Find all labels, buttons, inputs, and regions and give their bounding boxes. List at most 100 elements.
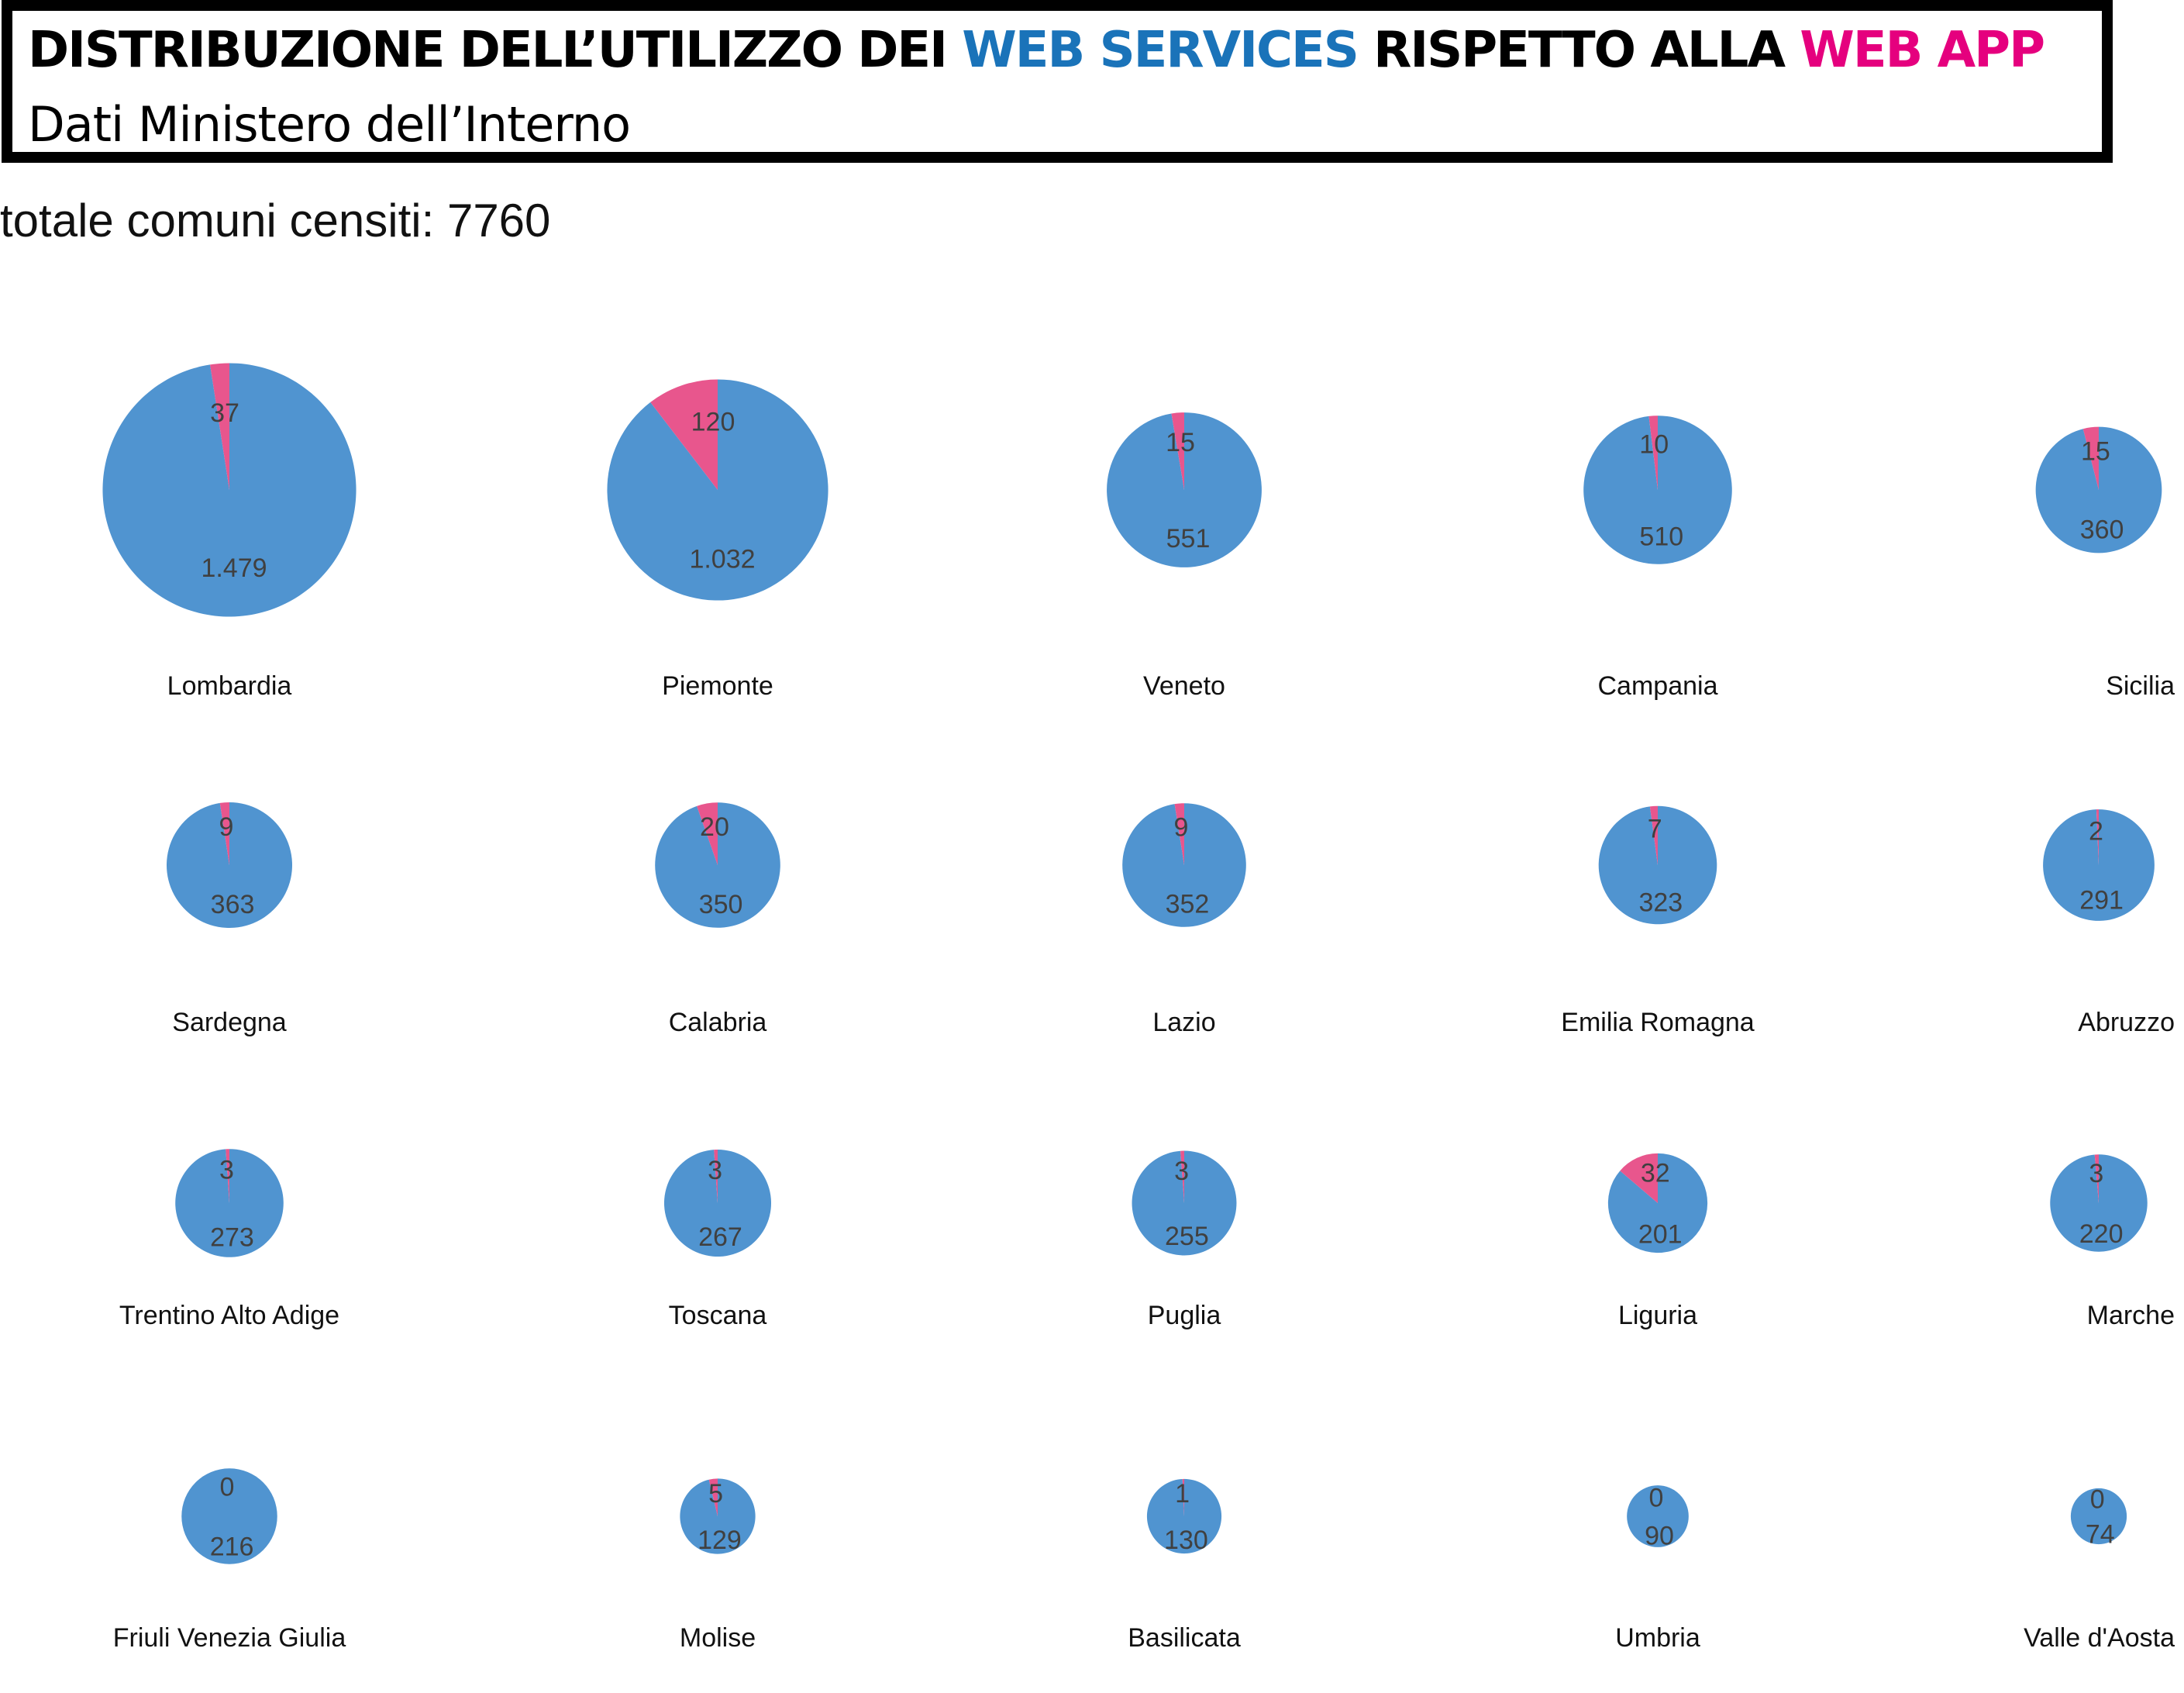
region-label-molise: Molise xyxy=(680,1623,756,1653)
slice-web-services-umbria xyxy=(1627,1485,1689,1547)
region-label-sicilia: Sicilia xyxy=(2106,671,2175,701)
slice-web-app-calabria xyxy=(697,802,718,865)
web-services-value-molise: 129 xyxy=(698,1526,742,1555)
region-label-toscana: Toscana xyxy=(669,1301,767,1330)
slice-web-services-valle-d-aosta xyxy=(2070,1488,2127,1545)
web-app-value-sicilia: 15 xyxy=(2081,437,2110,467)
slice-web-services-calabria xyxy=(655,802,780,928)
web-services-value-sardegna: 363 xyxy=(211,890,255,919)
slice-web-services-veneto xyxy=(1107,412,1262,567)
web-services-value-veneto: 551 xyxy=(1166,524,1211,553)
web-services-value-puglia: 255 xyxy=(1165,1222,1209,1251)
region-label-puglia: Puglia xyxy=(1148,1301,1221,1330)
web-app-value-emilia-romagna: 7 xyxy=(1648,815,1662,844)
web-services-value-friuli-venezia-giulia: 216 xyxy=(210,1532,254,1561)
region-label-campania: Campania xyxy=(1598,671,1718,701)
slice-web-app-marche xyxy=(2094,1154,2099,1203)
slice-web-app-toscana xyxy=(714,1149,718,1203)
title-part-2: RISPETTO ALLA xyxy=(1357,22,1800,79)
slice-web-services-lombardia xyxy=(102,363,357,617)
web-services-value-toscana: 267 xyxy=(698,1222,742,1252)
region-label-lombardia: Lombardia xyxy=(167,671,292,701)
slice-web-services-molise xyxy=(680,1478,756,1554)
web-services-value-lazio: 352 xyxy=(1166,889,1210,919)
region-label-abruzzo: Abruzzo xyxy=(2078,1008,2175,1037)
web-app-value-valle-d-aosta: 0 xyxy=(2090,1485,2105,1515)
pie-toscana: 3 267 Toscana xyxy=(663,1149,772,1330)
chart-subtitle: Dati Ministero dell’Interno xyxy=(28,96,631,153)
web-app-value-veneto: 15 xyxy=(1166,428,1195,457)
slice-web-app-trentino-alto-adige xyxy=(226,1149,229,1203)
web-app-value-liguria: 32 xyxy=(1641,1158,1670,1188)
slice-web-services-piemonte xyxy=(607,379,828,601)
web-app-value-abruzzo: 2 xyxy=(2089,816,2103,846)
pie-molise: 5 129 Molise xyxy=(680,1478,756,1653)
pie-piemonte: 120 1.032 Piemonte xyxy=(607,379,828,701)
web-services-value-marche: 220 xyxy=(2079,1219,2124,1249)
region-label-friuli-venezia-giulia: Friuli Venezia Giulia xyxy=(113,1623,346,1653)
pie-sardegna: 9 363 Sardegna xyxy=(166,802,293,1037)
slice-web-app-lombardia xyxy=(210,363,229,490)
region-label-calabria: Calabria xyxy=(669,1008,767,1037)
web-app-value-campania: 10 xyxy=(1639,430,1669,460)
web-app-value-basilicata: 1 xyxy=(1175,1479,1190,1509)
pie-trentino-alto-adige: 3 273 Trentino Alto Adige xyxy=(119,1149,339,1330)
web-services-value-valle-d-aosta: 74 xyxy=(2086,1519,2115,1549)
pie-friuli-venezia-giulia: 0 216 Friuli Venezia Giulia xyxy=(113,1468,346,1653)
slice-web-services-marche xyxy=(2050,1154,2148,1252)
web-app-value-puglia: 3 xyxy=(1174,1157,1189,1186)
web-app-value-piemonte: 120 xyxy=(691,408,735,437)
region-label-umbria: Umbria xyxy=(1615,1623,1700,1653)
web-services-value-lombardia: 1.479 xyxy=(201,553,267,583)
slice-web-app-emilia-romagna xyxy=(1649,805,1658,865)
web-app-value-umbria: 0 xyxy=(1649,1483,1664,1512)
web-services-value-trentino-alto-adige: 273 xyxy=(210,1222,254,1252)
slice-web-app-lazio xyxy=(1174,803,1184,865)
slice-web-app-molise xyxy=(708,1478,718,1516)
web-services-value-sicilia: 360 xyxy=(2080,515,2124,544)
region-label-liguria: Liguria xyxy=(1618,1301,1697,1330)
slice-web-app-abruzzo xyxy=(2096,809,2099,865)
chart-title: DISTRIBUZIONE DELL’UTILIZZO DEI WEB SERV… xyxy=(28,22,2045,79)
pie-basilicata: 1 130 Basilicata xyxy=(1128,1478,1241,1653)
web-services-value-liguria: 201 xyxy=(1638,1220,1683,1250)
web-services-value-campania: 510 xyxy=(1639,522,1683,551)
slice-web-services-friuli-venezia-giulia xyxy=(181,1468,277,1564)
slice-web-services-lazio xyxy=(1122,803,1246,927)
region-label-trentino-alto-adige: Trentino Alto Adige xyxy=(119,1301,339,1330)
slice-web-app-veneto xyxy=(1171,412,1184,490)
title-web-services: WEB SERVICES xyxy=(962,22,1359,79)
slice-web-app-piemonte xyxy=(650,379,718,490)
pie-lombardia: 37 1.479 Lombardia xyxy=(102,363,357,701)
pie-lazio: 9 352 Lazio xyxy=(1122,803,1246,1037)
slice-web-app-sardegna xyxy=(219,802,229,865)
region-label-sardegna: Sardegna xyxy=(172,1008,287,1037)
slice-web-services-sardegna xyxy=(166,802,293,929)
slice-web-services-trentino-alto-adige xyxy=(175,1149,284,1257)
web-app-value-marche: 3 xyxy=(2089,1159,2103,1188)
region-label-lazio: Lazio xyxy=(1152,1008,1215,1037)
region-label-emilia-romagna: Emilia Romagna xyxy=(1561,1008,1755,1037)
pie-veneto: 15 551 Veneto xyxy=(1107,412,1262,701)
pie-calabria: 20 350 Calabria xyxy=(655,802,780,1037)
pie-abruzzo: 2 291 Abruzzo xyxy=(2043,809,2175,1037)
slice-web-app-puglia xyxy=(1180,1150,1184,1203)
pie-campania: 10 510 Campania xyxy=(1583,415,1732,701)
slice-web-services-puglia xyxy=(1132,1150,1237,1256)
slice-web-app-basilicata xyxy=(1182,1478,1184,1516)
web-app-value-lombardia: 37 xyxy=(210,398,239,428)
title-part-1: DISTRIBUZIONE DELL’UTILIZZO DEI xyxy=(28,22,963,79)
web-app-value-molise: 5 xyxy=(708,1479,723,1509)
slice-web-services-abruzzo xyxy=(2043,809,2155,921)
region-label-piemonte: Piemonte xyxy=(662,671,773,701)
slice-web-services-basilicata xyxy=(1146,1478,1222,1554)
region-label-veneto: Veneto xyxy=(1143,671,1225,701)
title-box: DISTRIBUZIONE DELL’UTILIZZO DEI WEB SERV… xyxy=(2,0,2113,163)
slice-web-app-liguria xyxy=(1620,1153,1658,1203)
pie-liguria: 32 201 Liguria xyxy=(1607,1153,1708,1330)
web-services-value-umbria: 90 xyxy=(1645,1522,1674,1551)
total-note: totale comuni censiti: 7760 xyxy=(0,195,551,247)
pie-umbria: 0 90 Umbria xyxy=(1615,1483,1700,1653)
slice-web-app-campania xyxy=(1648,415,1658,490)
